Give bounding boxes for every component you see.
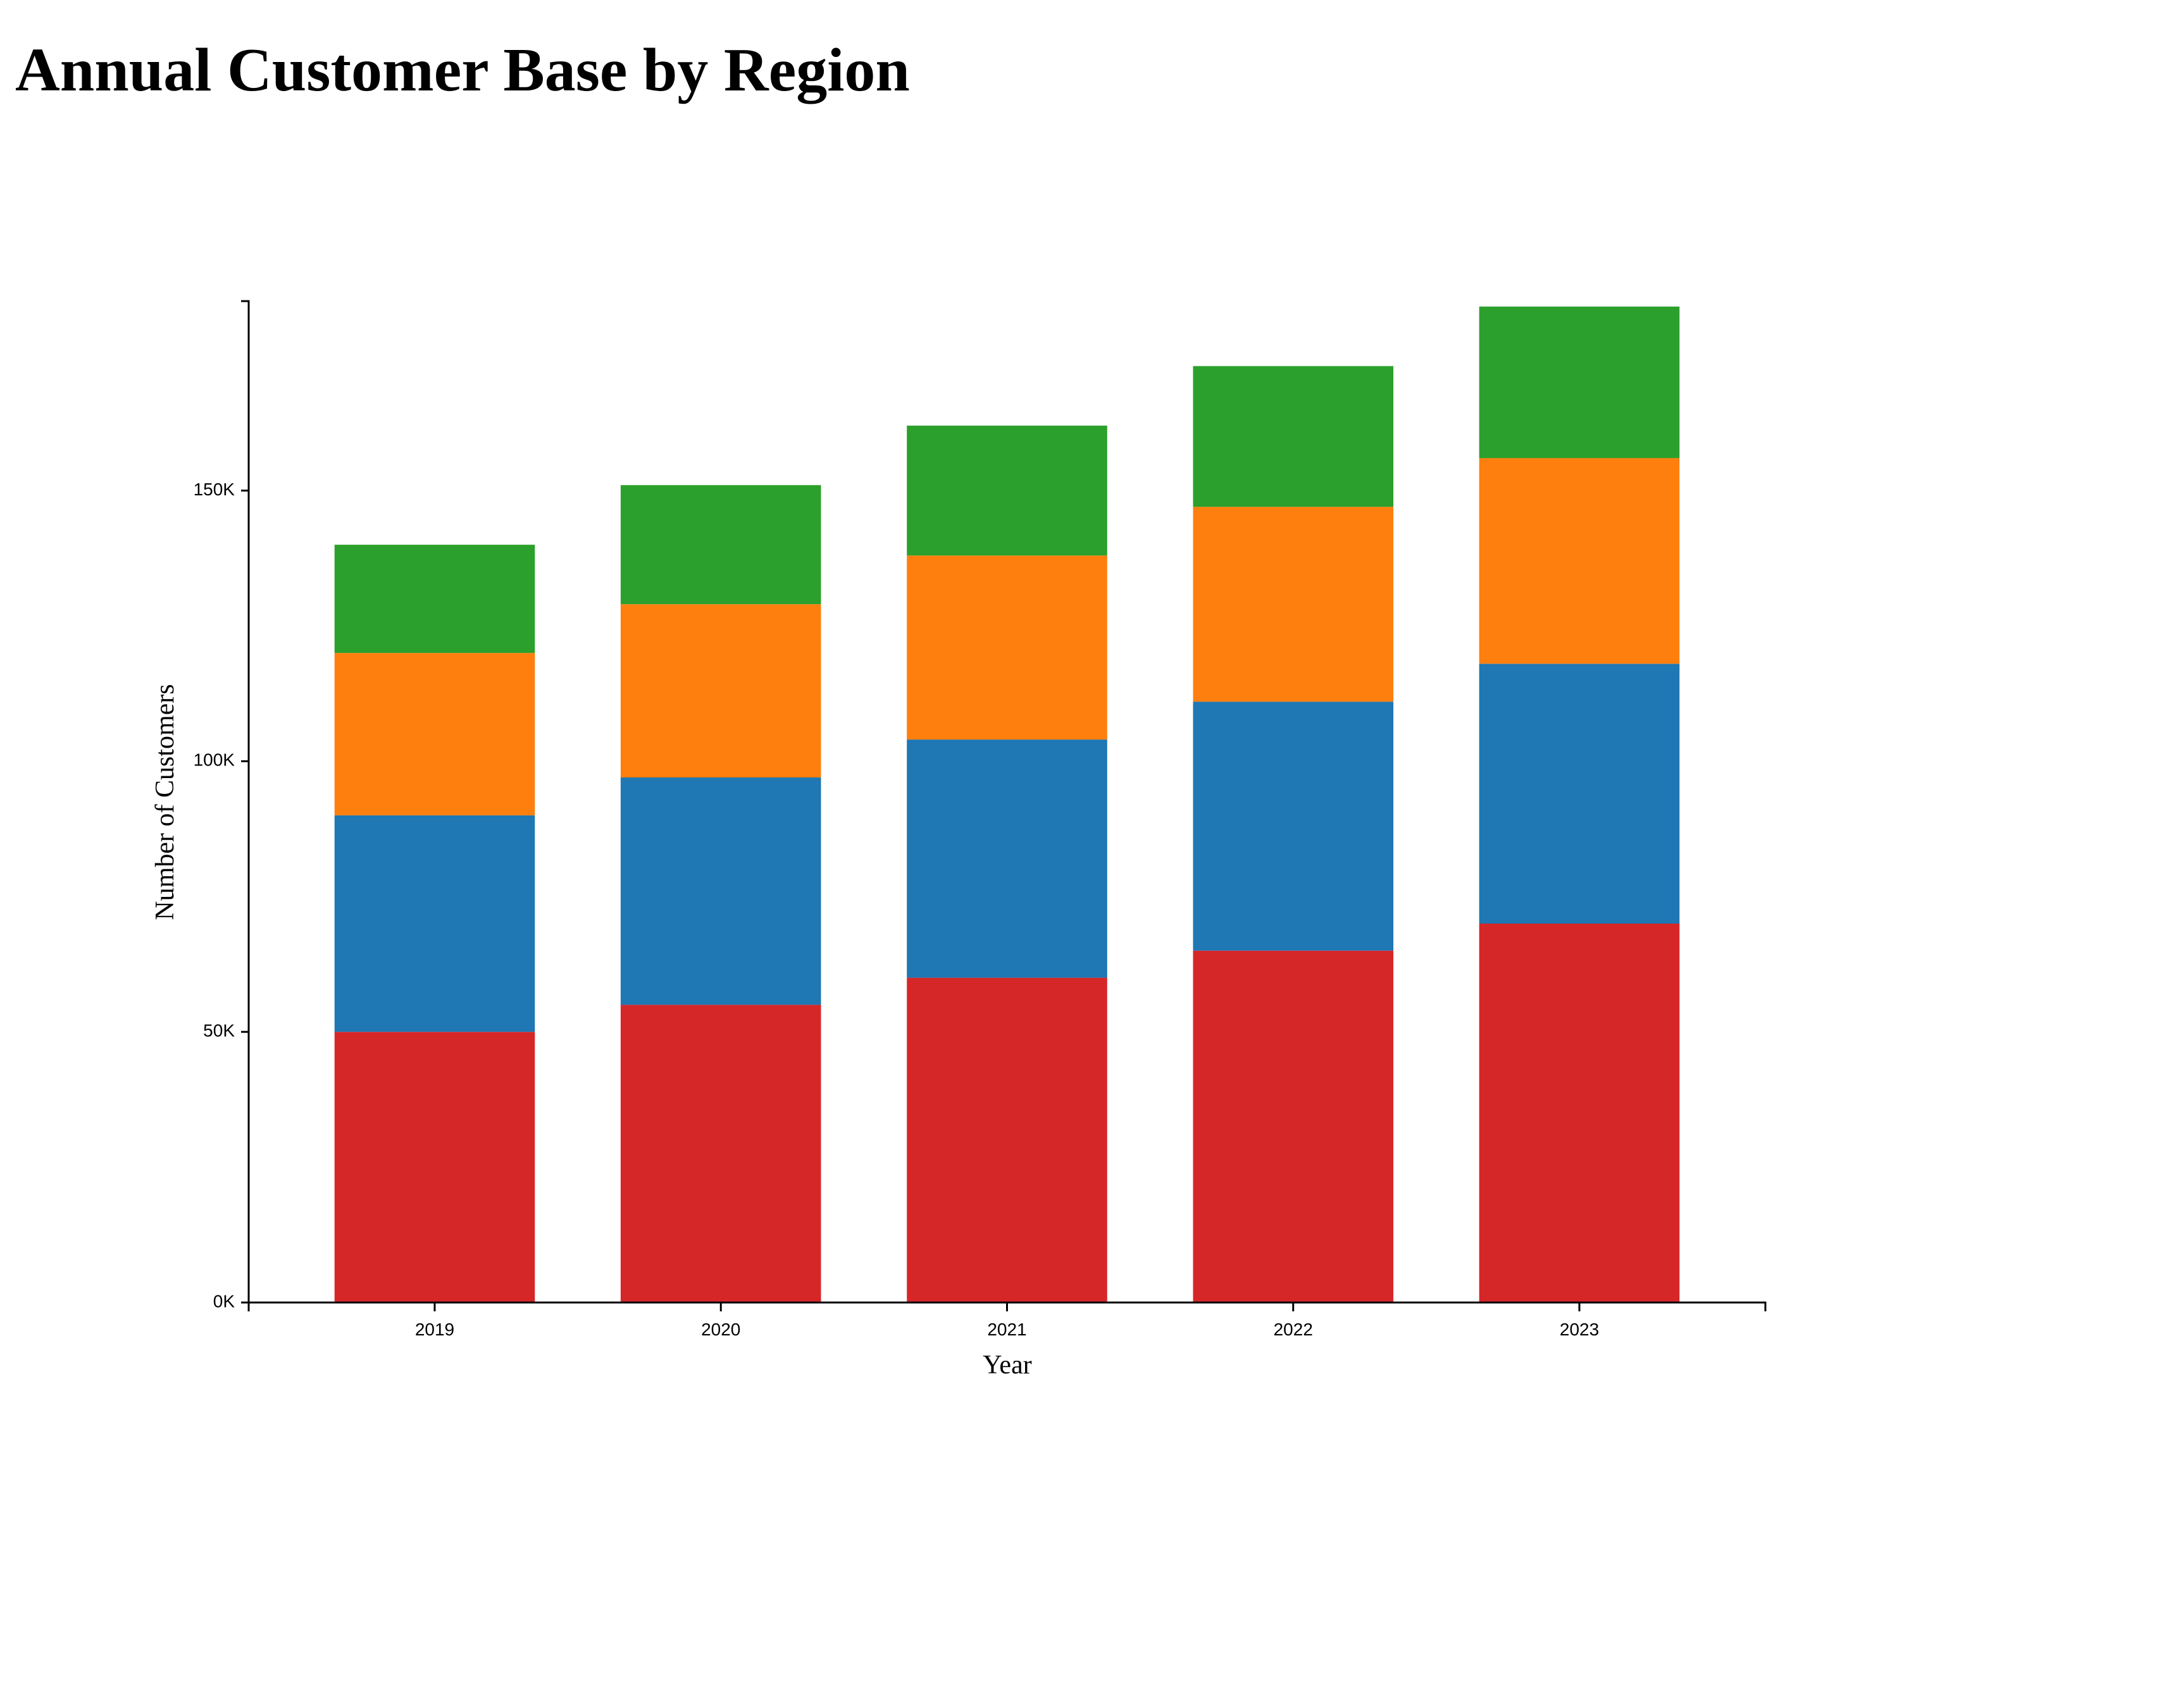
x-tick-label: 2019	[415, 1320, 454, 1339]
bar-2021-segment-2	[907, 740, 1107, 978]
bar-2023-segment-2	[1479, 664, 1680, 924]
bar-2019-segment-1	[334, 1032, 535, 1303]
bar-2020-segment-3	[620, 604, 821, 777]
x-tick-label: 2023	[1560, 1320, 1599, 1339]
x-tick-label: 2021	[987, 1320, 1026, 1339]
bar-2021-segment-1	[907, 977, 1107, 1303]
bar-2022-segment-3	[1193, 507, 1394, 702]
y-axis-line	[241, 300, 250, 1304]
x-axis-title: Year	[983, 1351, 1031, 1380]
y-axis-title: Number of Customers	[151, 684, 180, 920]
bar-2020-segment-2	[620, 777, 821, 1005]
y-tick-label: 50K	[203, 1021, 235, 1041]
bar-2021-segment-4	[907, 425, 1107, 556]
bar-2022-segment-4	[1193, 366, 1394, 507]
bar-2022-segment-1	[1193, 950, 1394, 1303]
y-tick-label: 100K	[194, 750, 235, 770]
bar-2020-segment-1	[620, 1005, 821, 1303]
bars-layer	[334, 306, 1680, 1303]
bar-2022-segment-2	[1193, 702, 1394, 951]
bar-2020-segment-4	[620, 485, 821, 605]
y-axis: 0K 50K 100K 150K	[194, 300, 250, 1311]
x-axis: 2019 2020 2021 2022 2023	[247, 1301, 1767, 1339]
bar-2019-segment-2	[334, 815, 535, 1032]
y-tick-label: 150K	[194, 480, 235, 499]
bar-2023-segment-4	[1479, 306, 1680, 459]
bar-2019-segment-3	[334, 653, 535, 815]
bar-2021-segment-3	[907, 555, 1107, 740]
x-tick-label: 2022	[1274, 1320, 1313, 1339]
y-tick-label: 0K	[213, 1291, 235, 1311]
chart-title: Annual Customer Base by Region	[15, 36, 910, 104]
bar-2019-segment-4	[334, 545, 535, 653]
bar-2023-segment-3	[1479, 458, 1680, 664]
bar-2023-segment-1	[1479, 924, 1680, 1303]
x-tick-label: 2020	[701, 1320, 740, 1339]
